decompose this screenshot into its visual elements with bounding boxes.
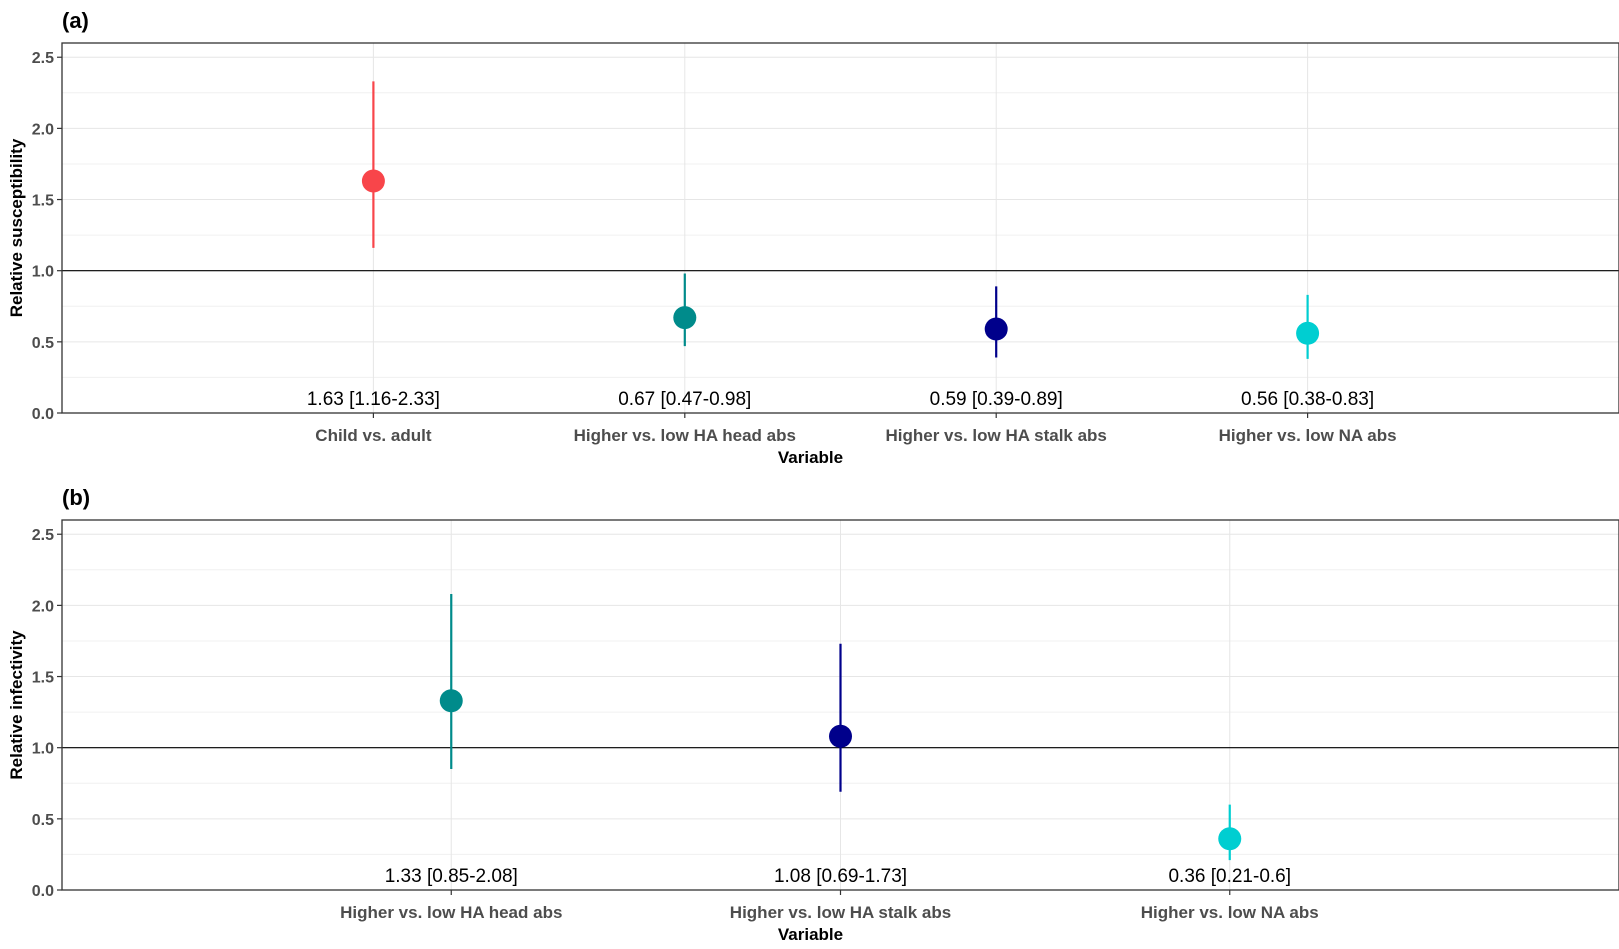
panel-tag: (b): [62, 485, 90, 510]
y-tick-label: 1.0: [32, 264, 54, 281]
x-tick-label: Higher vs. low NA abs: [1141, 903, 1319, 922]
x-axis-title: Variable: [778, 448, 843, 467]
data-label: 0.56 [0.38-0.83]: [1241, 389, 1374, 410]
x-axis-title: Variable: [778, 925, 843, 944]
data-label: 1.33 [0.85-2.08]: [385, 866, 518, 887]
data-label: 0.59 [0.39-0.89]: [930, 389, 1063, 410]
data-label: 0.67 [0.47-0.98]: [618, 389, 751, 410]
y-tick-label: 2.5: [32, 50, 54, 67]
x-tick-label: Higher vs. low NA abs: [1219, 426, 1397, 445]
data-label: 1.63 [1.16-2.33]: [307, 389, 440, 410]
y-tick-label: 2.0: [32, 598, 54, 615]
chart-panel-a: (a) 0.0 0.5 1.0 1.5 2.0 2.5 Child vs. adult High…: [7, 8, 1619, 467]
chart-panel-b: (b) 0.0 0.5 1.0 1.5 2.0 2.5 Higher vs. low HA h…: [7, 485, 1619, 944]
y-axis-title: Relative susceptibility: [7, 138, 26, 317]
y-axis-title: Relative infectivity: [7, 630, 26, 780]
y-tick-label: 0.0: [32, 883, 54, 900]
point-estimate: [439, 689, 463, 713]
y-tick-label: 1.0: [32, 741, 54, 758]
y-tick-label: 2.0: [32, 121, 54, 138]
y-tick-label: 1.5: [32, 670, 54, 687]
data-label: 1.08 [0.69-1.73]: [774, 866, 907, 887]
x-tick-label: Higher vs. low HA head abs: [574, 426, 796, 445]
panel-tag: (a): [62, 8, 89, 33]
point-estimate: [984, 317, 1008, 341]
y-tick-label: 0.5: [32, 335, 54, 352]
point-estimate: [361, 169, 385, 193]
x-tick-label: Child vs. adult: [315, 426, 432, 445]
point-estimate: [673, 306, 697, 330]
x-tick-label: Higher vs. low HA stalk abs: [730, 903, 951, 922]
data-label: 0.36 [0.21-0.6]: [1168, 866, 1291, 887]
point-estimate: [829, 724, 852, 748]
y-tick-label: 0.5: [32, 812, 54, 829]
y-tick-label: 1.5: [32, 193, 54, 210]
panel-border: [61, 42, 1619, 414]
point-estimate: [1218, 827, 1242, 851]
x-tick-label: Higher vs. low HA stalk abs: [886, 426, 1107, 445]
y-tick-label: 2.5: [32, 527, 54, 544]
point-estimate: [1296, 321, 1320, 345]
y-tick-label: 0.0: [32, 406, 54, 423]
x-tick-label: Higher vs. low HA head abs: [340, 903, 562, 922]
